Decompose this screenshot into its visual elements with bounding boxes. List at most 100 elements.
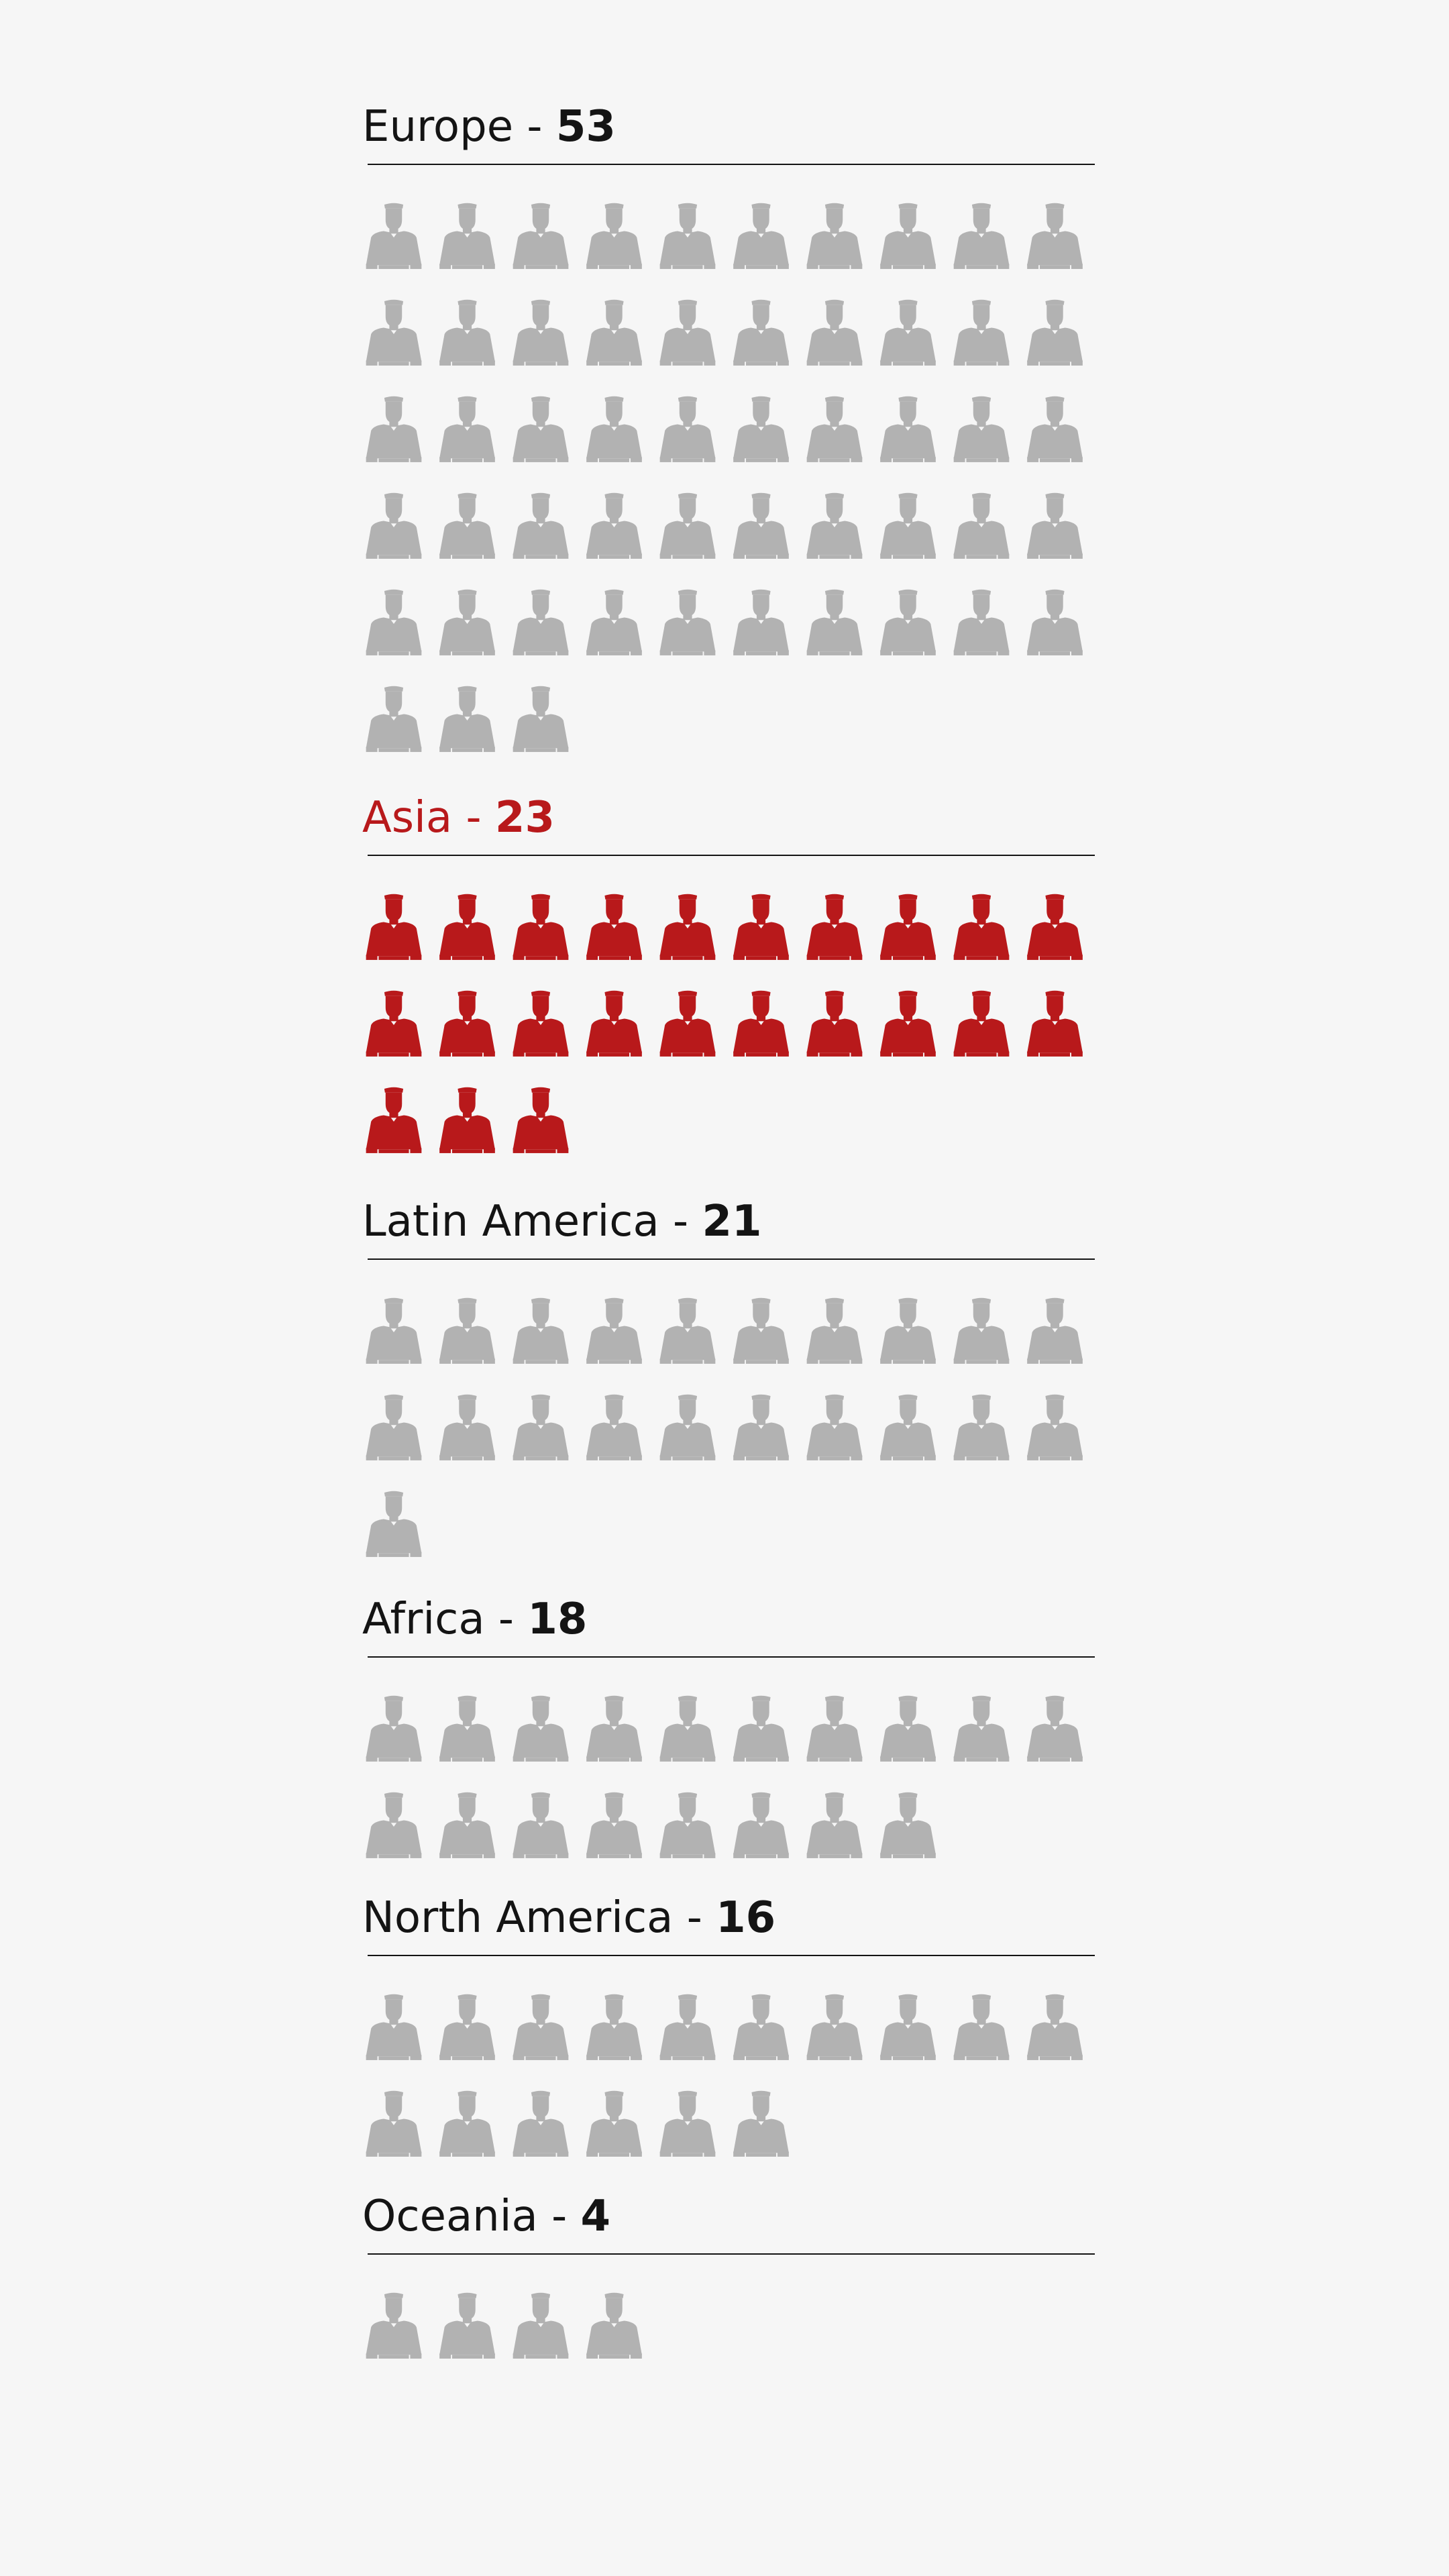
cardinal-icon [806,894,863,960]
region-count-label: 18 [527,1595,587,1644]
cardinal-icon [806,1792,863,1858]
cardinal-icon [733,1394,789,1460]
cardinal-icon [953,492,1010,559]
cardinal-icon [513,686,569,752]
cardinal-icon [366,1297,422,1364]
cardinal-icon [586,492,642,559]
region-title: Oceania - 4 [362,2192,610,2241]
cardinal-icon [806,492,863,559]
cardinal-icon [659,894,716,960]
cardinal-icon [1027,894,1083,960]
cardinal-icon [659,396,716,462]
cardinal-icon [1027,1695,1083,1762]
cardinal-icon [513,1695,569,1762]
cardinal-icon [513,589,569,655]
cardinal-icon [880,1695,936,1762]
cardinal-icon [733,1297,789,1364]
cardinal-icon [366,1087,422,1153]
cardinal-icon [806,1394,863,1460]
cardinal-icon [586,1695,642,1762]
cardinal-icon [513,1087,569,1153]
region-count-label: 23 [495,793,555,843]
cardinal-icon [513,203,569,269]
cardinal-icon [439,1994,495,2060]
cardinal-icon [733,1792,789,1858]
cardinal-icon [1027,1394,1083,1460]
cardinal-icon [733,990,789,1057]
region-name-label: Latin America - [362,1197,702,1246]
cardinal-icon [513,1394,569,1460]
cardinal-icon [439,990,495,1057]
cardinal-icon [1027,299,1083,366]
cardinal-icon [953,589,1010,655]
cardinal-icon [880,1792,936,1858]
cardinal-icon [659,990,716,1057]
cardinal-icon [733,396,789,462]
region-name-label: Africa - [362,1595,527,1644]
cardinal-icon [880,203,936,269]
cardinal-icon [439,686,495,752]
cardinal-icon [513,396,569,462]
cardinal-icon [659,203,716,269]
cardinal-icon [513,990,569,1057]
cardinal-icon [1027,1297,1083,1364]
region-oceania: Oceania - 4 [362,2192,1095,2359]
cardinal-icon [659,1695,716,1762]
cardinal-icon [953,1695,1010,1762]
cardinal-icon [586,203,642,269]
cardinal-icon [1027,203,1083,269]
region-name-label: Oceania - [362,2192,581,2241]
cardinal-icon [366,1695,422,1762]
region-count-label: 53 [556,102,616,152]
cardinal-icon [366,894,422,960]
region-name-label: Europe - [362,102,556,152]
cardinal-icon [586,894,642,960]
region-count-label: 16 [716,1893,775,1943]
region-asia: Asia - 23 [362,793,1095,1153]
cardinal-icon [953,1297,1010,1364]
cardinal-icon [806,990,863,1057]
cardinal-icon [439,299,495,366]
cardinal-icon [880,1394,936,1460]
cardinal-icon [953,894,1010,960]
cardinal-icon [439,1297,495,1364]
region-name-label: Asia - [362,793,495,843]
cardinal-icon [439,1792,495,1858]
cardinal-icon [366,203,422,269]
cardinal-icon [586,299,642,366]
cardinal-icon [513,1792,569,1858]
cardinal-icon [953,299,1010,366]
cardinal-icon [806,396,863,462]
region-title: North America - 16 [362,1893,775,1943]
cardinal-icon [806,589,863,655]
cardinal-icon [733,589,789,655]
cardinal-icon [586,1994,642,2060]
cardinal-icon [366,1792,422,1858]
region-count-label: 4 [581,2192,611,2241]
cardinal-icon [733,894,789,960]
cardinal-icon [439,2292,495,2359]
region-title: Asia - 23 [362,793,555,843]
cardinal-icon [953,1994,1010,2060]
cardinal-icon [953,396,1010,462]
cardinal-icon [659,1297,716,1364]
cardinal-icon [366,492,422,559]
cardinal-icon [1027,492,1083,559]
cardinal-icon [513,2090,569,2157]
cardinal-icon [880,299,936,366]
cardinal-icon [806,1994,863,2060]
cardinal-icon [439,203,495,269]
cardinal-icon [733,299,789,366]
cardinal-icon [880,1994,936,2060]
cardinal-icon [586,990,642,1057]
cardinal-icon [586,1792,642,1858]
cardinal-icon [1027,396,1083,462]
cardinal-icon [513,299,569,366]
cardinal-icon [880,990,936,1057]
cardinal-icon [659,1792,716,1858]
cardinal-icon [953,203,1010,269]
cardinal-icon [586,396,642,462]
cardinal-icon [439,894,495,960]
cardinal-icon [1027,589,1083,655]
